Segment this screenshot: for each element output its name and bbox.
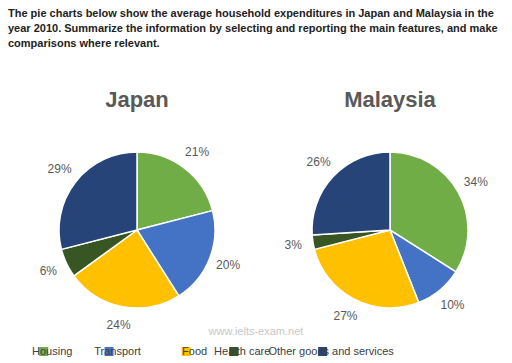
- svg-text:27%: 27%: [333, 309, 357, 323]
- svg-text:29%: 29%: [48, 162, 72, 176]
- svg-text:Health care: Health care: [214, 345, 270, 357]
- svg-text:Housing: Housing: [32, 345, 72, 357]
- svg-text:24%: 24%: [107, 318, 131, 332]
- svg-text:Japan: Japan: [105, 87, 169, 112]
- svg-text:20%: 20%: [216, 258, 240, 272]
- svg-text:10%: 10%: [440, 298, 464, 312]
- svg-text:21%: 21%: [185, 145, 209, 159]
- svg-text:Malaysia: Malaysia: [344, 87, 436, 112]
- svg-text:Transport: Transport: [94, 345, 141, 357]
- svg-text:6%: 6%: [40, 264, 58, 278]
- svg-text:www.ielts-exam.net: www.ielts-exam.net: [208, 325, 304, 337]
- svg-text:3%: 3%: [285, 238, 303, 252]
- svg-text:34%: 34%: [464, 175, 488, 189]
- svg-text:Food: Food: [182, 345, 207, 357]
- html-text:The pie charts below show the: The pie charts below show the average ho…: [8, 7, 498, 49]
- svg-text:Other goods and services: Other goods and services: [268, 345, 394, 357]
- svg-text:26%: 26%: [307, 155, 331, 169]
